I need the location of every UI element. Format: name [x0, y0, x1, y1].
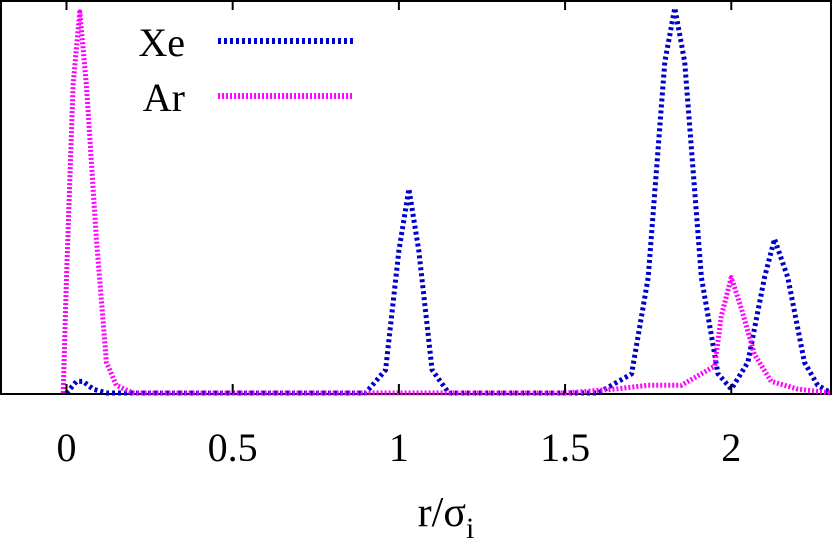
- series-line-xe: [64, 5, 832, 396]
- x-axis-label-main: r/σ: [418, 490, 466, 536]
- x-ticks: 0 0.5 1 1.5 2: [56, 1, 741, 470]
- x-tick-label: 0.5: [208, 425, 258, 470]
- plot-area: [0, 0, 832, 395]
- x-tick-label: 0: [56, 425, 76, 470]
- x-axis-label-subscript: i: [466, 512, 474, 545]
- x-axis-label: r/σi: [418, 490, 475, 545]
- legend: Xe Ar: [138, 20, 354, 120]
- x-tick-label: 1: [389, 425, 409, 470]
- legend-label-ar: Ar: [143, 75, 185, 120]
- legend-label-xe: Xe: [138, 20, 185, 65]
- x-tick-label: 2: [721, 425, 741, 470]
- series-line-ar: [60, 9, 832, 396]
- x-tick-label: 1.5: [540, 425, 590, 470]
- series-layer: [60, 5, 832, 396]
- plot-frame: [0, 0, 832, 395]
